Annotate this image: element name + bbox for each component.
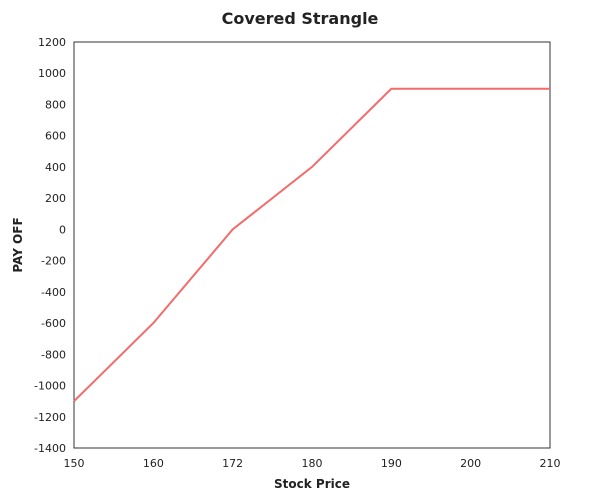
y-tick-label: 600: [45, 130, 66, 143]
y-tick-label: 1200: [38, 36, 66, 49]
x-tick-label: 150: [64, 457, 85, 470]
y-tick-label: -800: [41, 348, 66, 361]
y-tick-label: -1400: [34, 442, 66, 455]
plot-frame: [73, 41, 551, 449]
chart-title: Covered Strangle: [222, 9, 379, 28]
payoff-series-line: [73, 87, 550, 402]
x-tick-label: 172: [222, 457, 243, 470]
y-tick-label: 400: [45, 161, 66, 174]
y-axis-label: PAY OFF: [11, 217, 25, 272]
y-tick-label: 800: [45, 98, 66, 111]
x-tick-label: 210: [540, 457, 561, 470]
y-tick-label: 200: [45, 192, 66, 205]
y-tick-label: -1000: [34, 380, 66, 393]
x-tick-label: 180: [302, 457, 323, 470]
y-tick-label: 0: [59, 223, 66, 236]
y-tick-label: -600: [41, 317, 66, 330]
y-tick-label: 1000: [38, 67, 66, 80]
y-axis-ticks: 1200 1000 800 600 400 200 0 -200 -400 -600 -800 -10…: [34, 36, 66, 455]
x-axis-label: Stock Price: [274, 477, 350, 491]
y-tick-label: -1200: [34, 411, 66, 424]
x-tick-label: 160: [143, 457, 164, 470]
y-tick-label: -200: [41, 255, 66, 268]
y-tick-label: -400: [41, 286, 66, 299]
x-axis-ticks: 150 160 172 180 190 200 210: [64, 457, 561, 470]
x-tick-label: 200: [460, 457, 481, 470]
x-tick-label: 190: [381, 457, 402, 470]
